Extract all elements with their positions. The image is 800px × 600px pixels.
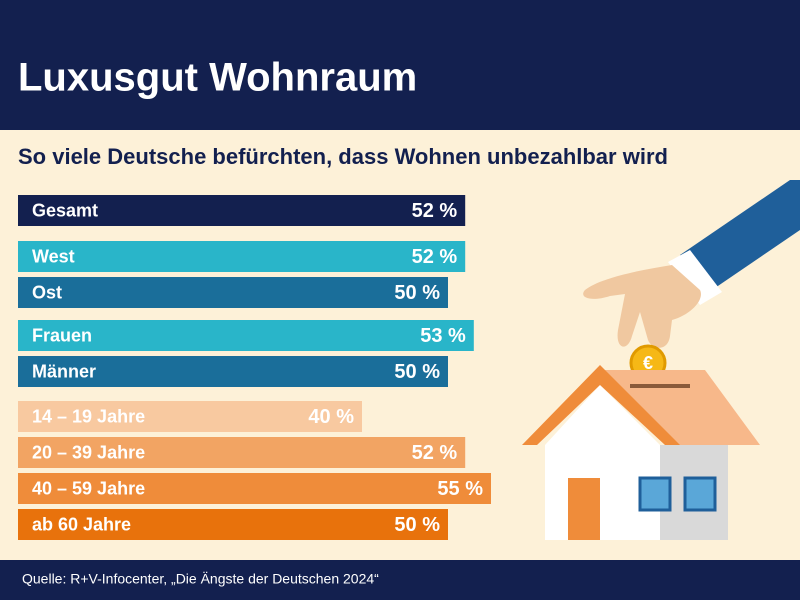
bar [18, 473, 491, 504]
window [638, 476, 672, 512]
bar [18, 241, 466, 272]
cuff [668, 250, 722, 305]
header [0, 0, 800, 130]
value-label: 40 % [308, 406, 354, 428]
coin-symbol: € [643, 353, 653, 373]
bar [18, 437, 466, 468]
category-label: 20 – 39 Jahre [32, 442, 145, 462]
value-label: 52 % [412, 200, 458, 222]
sleeve [680, 180, 800, 290]
bar [18, 320, 474, 351]
category-label: ab 60 Jahre [32, 514, 131, 534]
value-label: 50 % [394, 282, 440, 304]
value-label: 50 % [394, 361, 440, 383]
category-label: 40 – 59 Jahre [32, 478, 145, 498]
door [568, 478, 600, 540]
window [683, 476, 717, 512]
gable [522, 365, 680, 445]
bar [18, 401, 362, 432]
title: Luxusgut Wohnraum [18, 56, 417, 100]
roof [600, 370, 760, 445]
category-label: Gesamt [32, 200, 98, 220]
source: Quelle: R+V-Infocenter, „Die Ängste der … [22, 571, 379, 587]
category-label: 14 – 19 Jahre [32, 406, 145, 426]
illustration: € [522, 180, 800, 540]
bar [18, 195, 466, 226]
value-label: 53 % [420, 325, 466, 347]
bar [18, 356, 448, 387]
bar [18, 509, 448, 540]
category-label: Frauen [32, 325, 92, 345]
category-label: West [32, 246, 75, 266]
category-label: Ost [32, 282, 62, 302]
hand [583, 265, 701, 348]
category-label: Männer [32, 361, 96, 381]
value-label: 55 % [437, 478, 483, 500]
value-label: 52 % [412, 246, 458, 268]
value-label: 52 % [412, 442, 458, 464]
bar [18, 277, 448, 308]
value-label: 50 % [394, 514, 440, 536]
subtitle: So viele Deutsche befürchten, dass Wohne… [18, 144, 668, 169]
footer [0, 560, 800, 600]
